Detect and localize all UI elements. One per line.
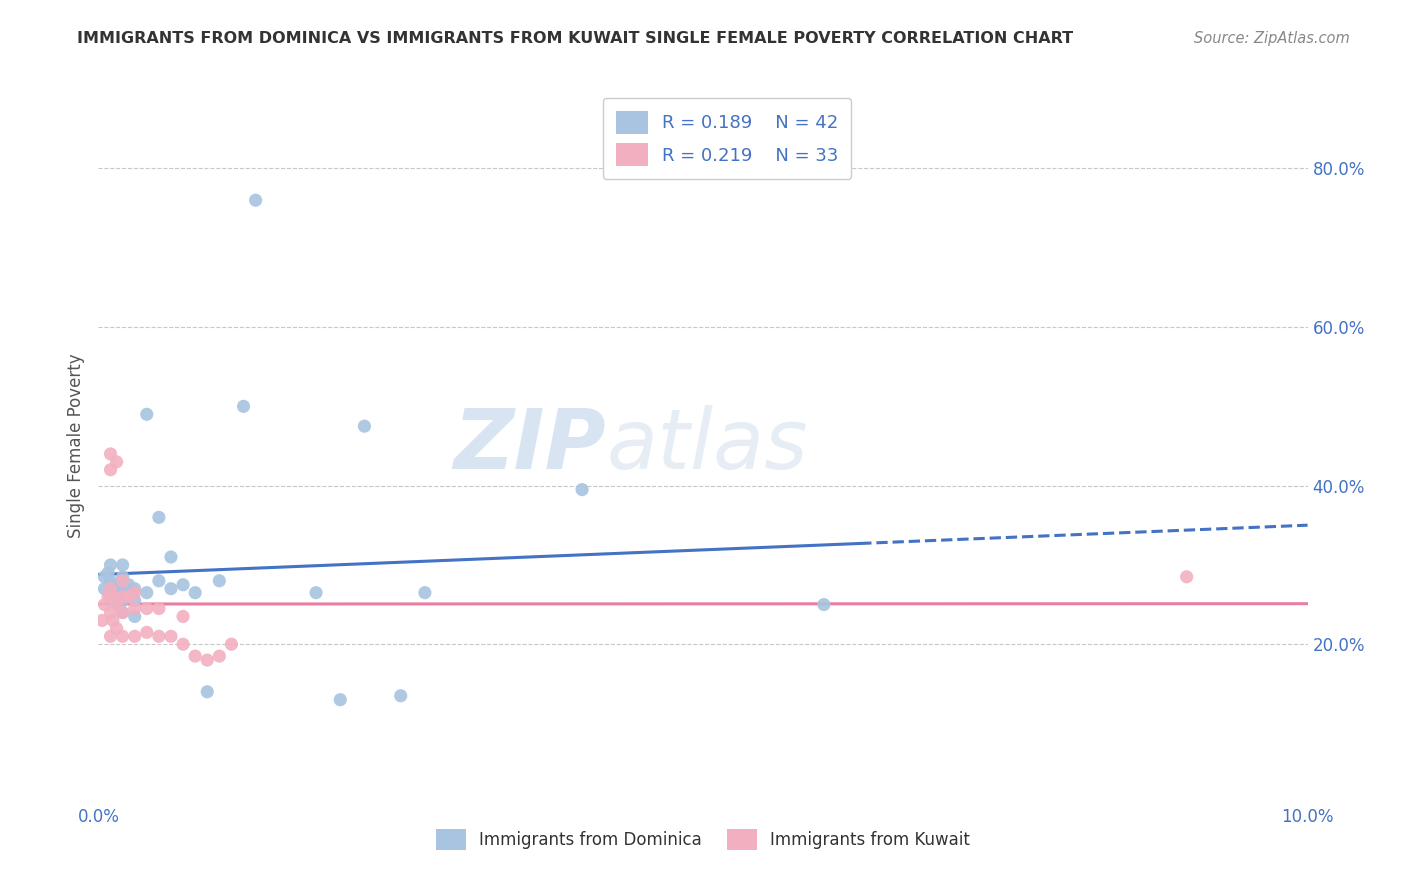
Point xyxy=(100,629,122,643)
Point xyxy=(105,598,128,612)
Point xyxy=(105,455,128,469)
Point xyxy=(100,606,122,620)
Point xyxy=(100,582,122,596)
Point xyxy=(93,582,115,596)
Point xyxy=(101,590,124,604)
Point xyxy=(124,585,146,599)
Text: ZIP: ZIP xyxy=(454,406,606,486)
Point xyxy=(111,606,134,620)
Point xyxy=(118,590,141,604)
Point xyxy=(118,578,141,592)
Point xyxy=(111,585,134,599)
Point xyxy=(571,483,593,497)
Point xyxy=(105,582,128,596)
Point xyxy=(135,407,157,421)
Point xyxy=(160,549,183,564)
Point xyxy=(172,578,194,592)
Point xyxy=(148,574,170,588)
Text: IMMIGRANTS FROM DOMINICA VS IMMIGRANTS FROM KUWAIT SINGLE FEMALE POVERTY CORRELA: IMMIGRANTS FROM DOMINICA VS IMMIGRANTS F… xyxy=(77,31,1073,46)
Point xyxy=(305,585,328,599)
Point xyxy=(100,558,122,572)
Point xyxy=(413,585,436,599)
Point xyxy=(135,601,157,615)
Point xyxy=(101,590,124,604)
Point xyxy=(329,692,352,706)
Point xyxy=(93,598,115,612)
Point xyxy=(111,558,134,572)
Point xyxy=(195,653,218,667)
Point xyxy=(111,629,134,643)
Point xyxy=(124,609,146,624)
Point xyxy=(100,463,122,477)
Point xyxy=(1175,570,1198,584)
Point xyxy=(97,590,120,604)
Point xyxy=(101,578,124,592)
Point xyxy=(118,590,141,604)
Point xyxy=(97,566,120,580)
Point xyxy=(100,582,122,596)
Point xyxy=(105,621,128,635)
Point xyxy=(124,593,146,607)
Point xyxy=(124,601,146,615)
Point xyxy=(101,614,124,628)
Point xyxy=(813,598,835,612)
Y-axis label: Single Female Poverty: Single Female Poverty xyxy=(66,354,84,538)
Point xyxy=(245,193,267,207)
Point xyxy=(184,649,207,664)
Point xyxy=(135,625,157,640)
Point xyxy=(148,601,170,615)
Point xyxy=(353,419,375,434)
Point xyxy=(111,570,134,584)
Point xyxy=(184,585,207,599)
Point xyxy=(91,614,114,628)
Point xyxy=(208,649,231,664)
Point xyxy=(111,578,134,592)
Point xyxy=(135,585,157,599)
Point xyxy=(100,590,122,604)
Point xyxy=(172,637,194,651)
Point xyxy=(195,685,218,699)
Point xyxy=(148,510,170,524)
Point xyxy=(100,574,122,588)
Text: atlas: atlas xyxy=(606,406,808,486)
Point xyxy=(100,447,122,461)
Text: Source: ZipAtlas.com: Source: ZipAtlas.com xyxy=(1194,31,1350,46)
Point xyxy=(389,689,412,703)
Point xyxy=(105,585,128,599)
Point xyxy=(111,593,134,607)
Legend: Immigrants from Dominica, Immigrants from Kuwait: Immigrants from Dominica, Immigrants fro… xyxy=(427,821,979,859)
Point xyxy=(221,637,243,651)
Point xyxy=(111,606,134,620)
Point xyxy=(111,574,134,588)
Point xyxy=(124,582,146,596)
Point xyxy=(160,629,183,643)
Point xyxy=(232,400,254,414)
Point xyxy=(111,590,134,604)
Point xyxy=(105,598,128,612)
Point xyxy=(208,574,231,588)
Point xyxy=(148,629,170,643)
Point xyxy=(124,629,146,643)
Point xyxy=(93,570,115,584)
Point xyxy=(160,582,183,596)
Point xyxy=(172,609,194,624)
